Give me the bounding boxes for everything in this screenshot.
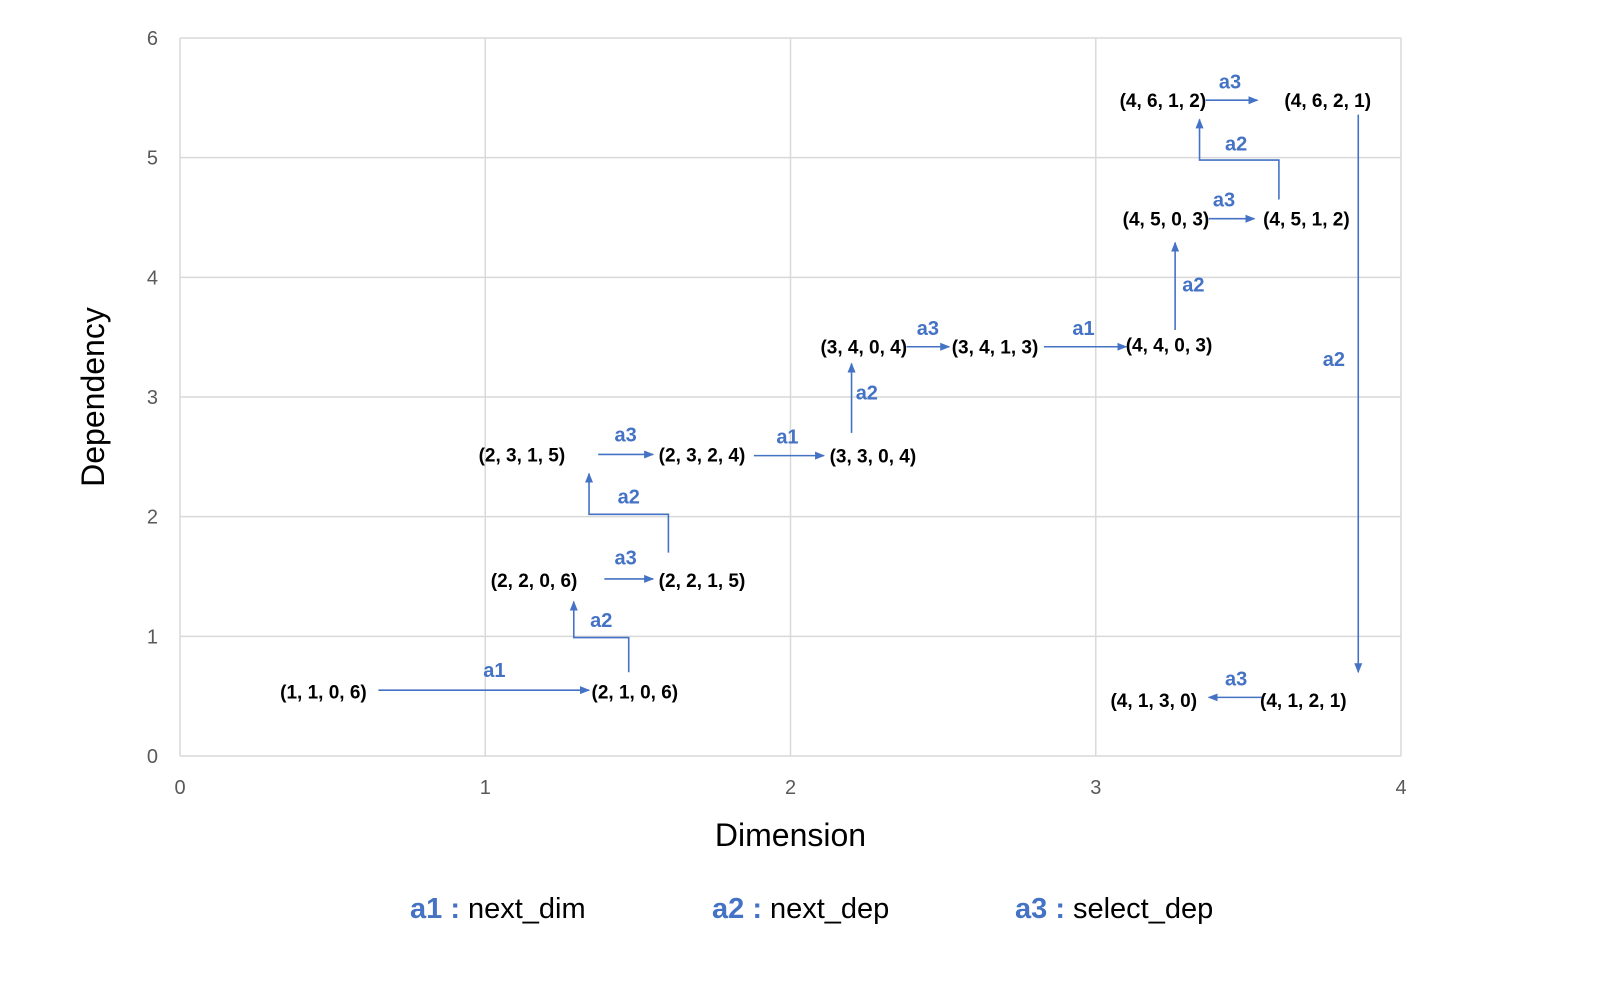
state-label: (3, 3, 0, 4) <box>830 447 917 468</box>
y-tick-label: 4 <box>147 267 158 289</box>
y-tick-label: 6 <box>147 28 158 50</box>
state-labels: (1, 1, 0, 6) (2, 1, 0, 6) (2, 2, 0, 6) (2, … <box>280 91 1371 712</box>
action-label-a3: a3 <box>1225 668 1247 690</box>
action-label-a2: a2 <box>618 487 640 509</box>
state-label: (2, 3, 1, 5) <box>479 445 566 466</box>
y-axis-title: Dependency <box>75 307 111 487</box>
legend-entry-a1: a1 : next_dim <box>410 893 586 925</box>
action-label-a2: a2 <box>1225 133 1247 155</box>
state-label: (4, 5, 0, 3) <box>1123 210 1210 231</box>
action-label-a3: a3 <box>917 318 939 340</box>
transition-arrows: a1 a2 a3 a2 a3 a1 a2 a3 a1 a2 a3 a2 a3 a2 a3 <box>378 71 1363 702</box>
transition-arrow-a2 <box>1195 118 1280 200</box>
state-label: (4, 6, 2, 1) <box>1284 91 1371 112</box>
action-label-a2: a2 <box>1182 275 1204 297</box>
action-label-a3: a3 <box>1219 71 1241 93</box>
action-label-a3: a3 <box>1213 190 1235 212</box>
x-tick-label: 4 <box>1395 777 1406 799</box>
transition-arrow-a2 <box>585 472 670 553</box>
x-tick-label: 0 <box>174 777 185 799</box>
legend-desc-a3: select_dep <box>1073 893 1213 925</box>
action-label-a2: a2 <box>1323 349 1345 371</box>
legend-entry-a2: a2 : next_dep <box>712 893 889 925</box>
legend-desc-a2: next_dep <box>770 893 889 925</box>
legend: a1 : next_dim a2 : next_dep a3 : select_dep <box>410 893 1213 925</box>
state-label: (2, 1, 0, 6) <box>592 682 679 703</box>
state-label: (4, 4, 0, 3) <box>1126 335 1213 356</box>
state-label: (4, 1, 3, 0) <box>1110 691 1197 712</box>
legend-entry-a3: a3 : select_dep <box>1015 893 1213 925</box>
state-label: (2, 3, 2, 4) <box>659 445 746 466</box>
state-label: (3, 4, 1, 3) <box>952 338 1039 359</box>
x-axis-title: Dimension <box>715 817 866 853</box>
y-tick-label: 1 <box>147 626 158 648</box>
transition-arrow-a2 <box>569 600 630 673</box>
y-tick-label: 2 <box>147 507 158 529</box>
y-tick-label: 0 <box>147 746 158 768</box>
legend-key-a2: a2 : <box>712 893 762 925</box>
legend-key-a3: a3 : <box>1015 893 1065 925</box>
state-label: (4, 5, 1, 2) <box>1263 210 1350 231</box>
x-tick-label: 3 <box>1090 777 1101 799</box>
action-label-a1: a1 <box>776 427 798 449</box>
tick-labels: 0 1 2 3 4 0 1 2 3 4 5 6 <box>147 28 1407 799</box>
x-tick-label: 2 <box>785 777 796 799</box>
action-label-a3: a3 <box>615 424 637 446</box>
state-label: (3, 4, 0, 4) <box>820 338 907 359</box>
action-label-a2: a2 <box>590 610 612 632</box>
state-label: (1, 1, 0, 6) <box>280 682 367 703</box>
x-tick-label: 1 <box>480 777 491 799</box>
action-label-a2: a2 <box>856 382 878 404</box>
y-tick-label: 3 <box>147 387 158 409</box>
action-label-a1: a1 <box>1072 318 1094 340</box>
action-label-a3: a3 <box>615 548 637 570</box>
y-tick-label: 5 <box>147 148 158 170</box>
state-label: (2, 2, 1, 5) <box>659 571 746 592</box>
legend-key-a1: a1 : <box>410 893 460 925</box>
action-label-a1: a1 <box>483 660 505 682</box>
gridlines <box>179 37 1402 757</box>
legend-desc-a1: next_dim <box>468 893 586 925</box>
state-label: (2, 2, 0, 6) <box>491 571 578 592</box>
state-label: (4, 6, 1, 2) <box>1120 91 1207 112</box>
state-label: (4, 1, 2, 1) <box>1260 691 1347 712</box>
